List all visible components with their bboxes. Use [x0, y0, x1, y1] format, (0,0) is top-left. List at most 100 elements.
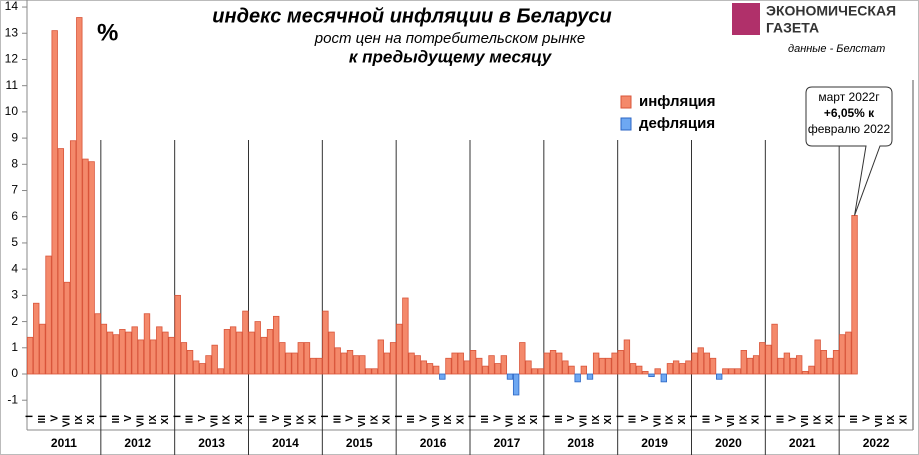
year-label: 2019: [641, 436, 668, 450]
bar: [125, 331, 132, 375]
year-label: 2015: [346, 436, 373, 450]
bar: [623, 339, 631, 375]
x-tick-label: VII: [209, 415, 220, 427]
bar: [346, 350, 354, 375]
bar: [76, 17, 83, 375]
chart-title: индекс месячной инфляции в Беларуси: [212, 5, 611, 27]
x-tick-label: V: [640, 415, 651, 422]
bar: [180, 342, 188, 375]
x-tick-label: VII: [283, 415, 294, 427]
bar: [143, 313, 151, 375]
x-tick-label: I: [837, 415, 848, 418]
bar: [439, 373, 446, 380]
bar: [759, 342, 766, 375]
bar: [328, 331, 335, 375]
year-label: 2012: [124, 436, 151, 450]
x-tick-label: IX: [148, 415, 159, 425]
y-tick-label: -1: [7, 392, 18, 406]
y-tick-label: 11: [6, 78, 19, 92]
bar: [734, 368, 741, 375]
x-tick-label: XI: [455, 415, 466, 425]
x-tick-label: XI: [677, 415, 688, 425]
x-tick-label: XI: [603, 415, 614, 425]
x-tick-label: I: [689, 415, 700, 418]
bar: [783, 352, 791, 375]
x-tick-label: IX: [665, 415, 676, 425]
x-tick-label: I: [246, 415, 257, 418]
x-tick-label: III: [628, 415, 639, 424]
bar: [193, 360, 200, 375]
x-tick-label: I: [25, 415, 36, 418]
bar: [57, 148, 65, 375]
bar: [291, 352, 298, 375]
y-tick-label: 12: [5, 52, 19, 66]
bar: [814, 339, 821, 375]
bar: [672, 360, 680, 375]
x-tick-label: V: [197, 415, 208, 422]
legend-swatch: [620, 117, 632, 131]
x-tick-label: III: [332, 415, 343, 424]
bar: [82, 158, 89, 375]
bar: [229, 326, 237, 375]
x-tick-label: V: [123, 415, 134, 422]
x-tick-label: XI: [751, 415, 762, 425]
bar: [654, 368, 661, 375]
legend-swatch: [620, 95, 632, 109]
bar: [629, 363, 637, 375]
x-tick-label: V: [714, 415, 725, 422]
x-tick-label: III: [185, 415, 196, 424]
bar: [113, 334, 120, 375]
bar: [94, 313, 101, 375]
bar: [703, 352, 711, 375]
bar: [617, 350, 624, 375]
bar: [636, 365, 643, 375]
year-label: 2022: [863, 436, 890, 450]
x-tick-label: IX: [886, 415, 897, 425]
bar: [266, 329, 274, 375]
x-tick-label: III: [554, 415, 565, 424]
bar: [709, 357, 717, 375]
x-tick-label: I: [99, 415, 110, 418]
x-tick-label: III: [480, 415, 491, 424]
bar: [260, 336, 268, 375]
bar: [728, 368, 735, 375]
bar: [642, 370, 649, 375]
bar: [851, 215, 858, 375]
year-label: 2011: [51, 436, 77, 450]
y-tick-label: 3: [11, 288, 18, 302]
y-tick-label: 8: [11, 156, 18, 170]
bar: [254, 321, 261, 375]
bar: [574, 373, 581, 383]
x-tick-label: VII: [135, 415, 146, 427]
bar: [648, 373, 655, 378]
bar: [789, 357, 797, 375]
bar: [340, 352, 348, 375]
bar: [586, 373, 594, 380]
bar: [420, 360, 428, 375]
x-tick-label: III: [775, 415, 786, 424]
bar: [562, 360, 569, 375]
x-tick-label: V: [418, 415, 429, 422]
subtitle: к предыдущему месяцу: [349, 47, 553, 66]
y-tick-label: 7: [11, 183, 18, 197]
bar: [100, 323, 108, 375]
x-tick-label: III: [259, 415, 270, 424]
x-tick-label: IX: [738, 415, 749, 425]
x-tick-label: V: [49, 415, 60, 422]
x-tick-label: I: [468, 415, 479, 418]
bar: [463, 360, 471, 375]
legend-label: дефляция: [639, 115, 715, 132]
x-tick-label: V: [345, 415, 356, 422]
x-tick-label: VII: [726, 415, 737, 427]
bar: [691, 352, 698, 375]
bar: [777, 357, 784, 375]
x-tick-label: VII: [62, 415, 73, 427]
bar: [568, 365, 575, 375]
bar: [795, 355, 803, 375]
bar: [716, 373, 723, 380]
bar: [722, 368, 729, 375]
x-tick-label: VII: [505, 415, 516, 427]
bar: [131, 326, 138, 375]
